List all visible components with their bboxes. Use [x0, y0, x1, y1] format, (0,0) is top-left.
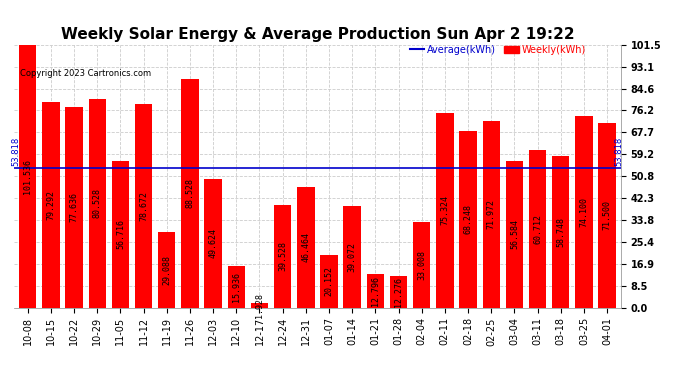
Bar [366, 274, 384, 308]
Text: 46.464: 46.464 [302, 232, 310, 262]
Bar [598, 123, 615, 308]
Bar [204, 179, 221, 308]
Bar [552, 156, 569, 308]
Legend: Average(kWh), Weekly(kWh): Average(kWh), Weekly(kWh) [410, 45, 586, 55]
Text: 20.152: 20.152 [324, 267, 333, 297]
Bar [250, 303, 268, 307]
Bar [413, 222, 431, 308]
Text: 101.536: 101.536 [23, 159, 32, 194]
Text: 15.936: 15.936 [232, 272, 241, 302]
Bar [19, 45, 37, 308]
Bar [66, 107, 83, 307]
Text: 33.008: 33.008 [417, 250, 426, 280]
Bar [390, 276, 407, 308]
Text: 12.796: 12.796 [371, 276, 380, 306]
Title: Weekly Solar Energy & Average Production Sun Apr 2 19:22: Weekly Solar Energy & Average Production… [61, 27, 574, 42]
Text: 49.624: 49.624 [208, 228, 217, 258]
Bar [344, 207, 361, 308]
Bar [460, 131, 477, 308]
Text: 53.818: 53.818 [614, 136, 623, 166]
Bar [320, 255, 337, 308]
Bar [88, 99, 106, 308]
Text: 88.528: 88.528 [186, 178, 195, 208]
Text: 74.100: 74.100 [580, 196, 589, 226]
Text: 39.072: 39.072 [348, 242, 357, 272]
Text: 1.928: 1.928 [255, 292, 264, 318]
Text: 56.584: 56.584 [510, 219, 519, 249]
Text: 68.248: 68.248 [464, 204, 473, 234]
Text: 71.972: 71.972 [486, 200, 495, 230]
Text: 71.500: 71.500 [602, 200, 611, 230]
Text: 77.636: 77.636 [70, 192, 79, 222]
Text: 58.748: 58.748 [556, 216, 565, 246]
Bar [181, 78, 199, 308]
Text: Copyright 2023 Cartronics.com: Copyright 2023 Cartronics.com [20, 69, 151, 78]
Text: 80.528: 80.528 [92, 188, 101, 218]
Bar [482, 122, 500, 308]
Bar [529, 150, 546, 308]
Bar [436, 113, 453, 308]
Bar [112, 161, 129, 308]
Text: 53.818: 53.818 [12, 136, 21, 166]
Text: 60.712: 60.712 [533, 214, 542, 244]
Bar [135, 104, 152, 308]
Bar [274, 205, 291, 308]
Text: 79.292: 79.292 [46, 190, 55, 220]
Text: 29.088: 29.088 [162, 255, 171, 285]
Bar [158, 232, 175, 308]
Text: 75.324: 75.324 [440, 195, 449, 225]
Text: 78.672: 78.672 [139, 191, 148, 221]
Text: 56.716: 56.716 [116, 219, 125, 249]
Bar [42, 102, 59, 308]
Text: 12.276: 12.276 [394, 277, 403, 307]
Bar [297, 188, 315, 308]
Bar [575, 116, 593, 308]
Text: 39.528: 39.528 [278, 242, 287, 272]
Bar [506, 161, 523, 308]
Bar [228, 266, 245, 308]
